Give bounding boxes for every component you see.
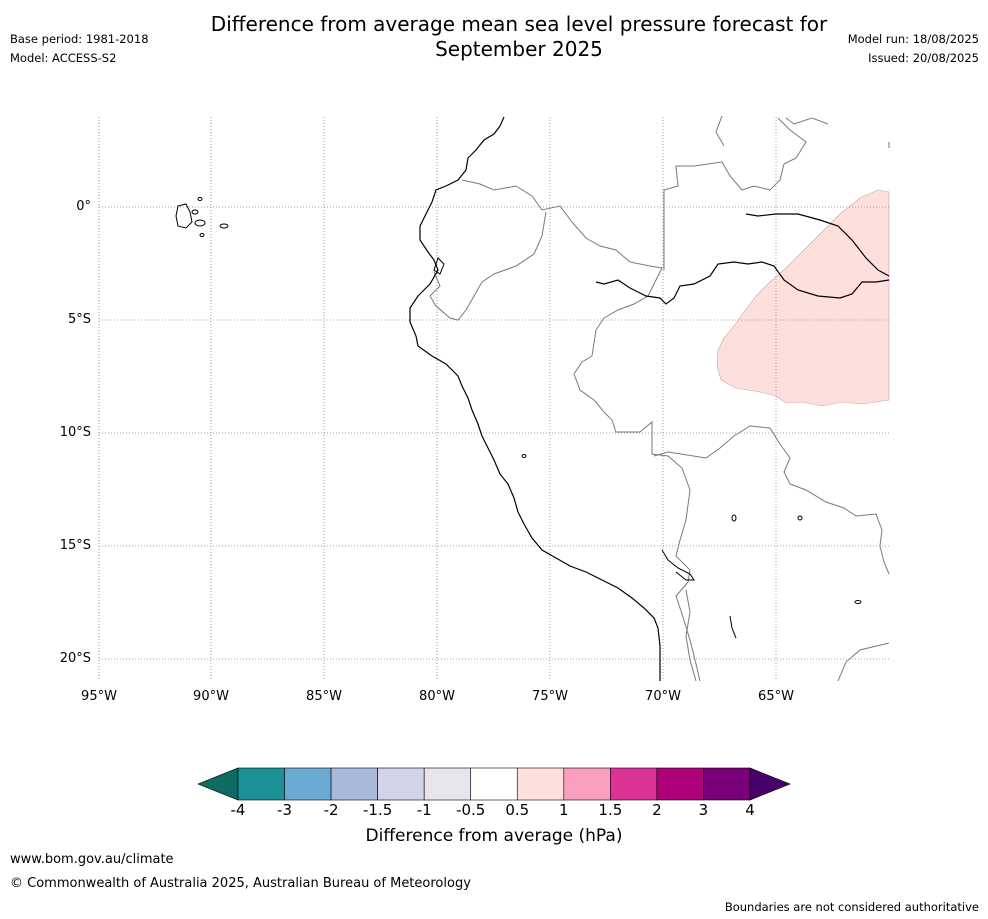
- lon-label-75w: 75°W: [532, 689, 568, 704]
- base-period-label: Base period: 1981-2018: [10, 32, 149, 46]
- colorbar-tick-label: -4: [230, 801, 246, 819]
- colorbar-tick-label: 4: [745, 801, 755, 819]
- issued-label: Issued: 20/08/2025: [868, 51, 979, 65]
- website-label: www.bom.gov.au/climate: [10, 852, 174, 867]
- colorbar-tick-label: -3: [277, 801, 293, 819]
- lat-label-5s: 5°S: [67, 312, 91, 327]
- colorbar-tick-label: 2: [652, 801, 662, 819]
- model-run-label: Model run: 18/08/2025: [847, 32, 979, 46]
- colorbar-title: Difference from average (hPa): [365, 826, 623, 846]
- lat-label-15s: 15°S: [59, 538, 91, 553]
- colorbar-tick-label: -1.5: [362, 801, 393, 819]
- copyright-label: © Commonwealth of Australia 2025, Austra…: [10, 876, 471, 891]
- map-title-line2: September 2025: [435, 37, 603, 61]
- lat-label-20s: 20°S: [59, 651, 91, 666]
- graticule: [98, 117, 889, 681]
- country-boundaries: [429, 115, 890, 682]
- colorbar-tick-label: 0.5: [505, 801, 530, 819]
- lon-label-65w: 65°W: [758, 689, 794, 704]
- map-title-line1: Difference from average mean sea level p…: [210, 12, 828, 36]
- disclaimer-label: Boundaries are not considered authoritat…: [724, 900, 979, 914]
- colorbar-tick-label: -1: [416, 801, 432, 819]
- colorbar-tick-label: -0.5: [456, 801, 486, 819]
- colorbar-tick-label: 1: [559, 801, 569, 819]
- anomaly-region: [716, 189, 890, 407]
- map-title: Difference from average mean sea level p…: [0, 12, 988, 62]
- lon-label-85w: 85°W: [306, 689, 342, 704]
- lon-label-95w: 95°W: [81, 689, 117, 704]
- lat-label-0: 0°: [76, 199, 91, 214]
- lon-label-80w: 80°W: [419, 689, 455, 704]
- islands: [175, 197, 862, 639]
- colorbar-tick-label: 1.5: [598, 801, 623, 819]
- lon-label-70w: 70°W: [645, 689, 681, 704]
- lat-label-10s: 10°S: [59, 425, 91, 440]
- colorbar-tick-label: 3: [698, 801, 709, 819]
- colorbar-tick-label: -2: [323, 801, 339, 819]
- model-label: Model: ACCESS-S2: [10, 51, 117, 65]
- lon-label-90w: 90°W: [193, 689, 229, 704]
- coastline: [409, 116, 890, 681]
